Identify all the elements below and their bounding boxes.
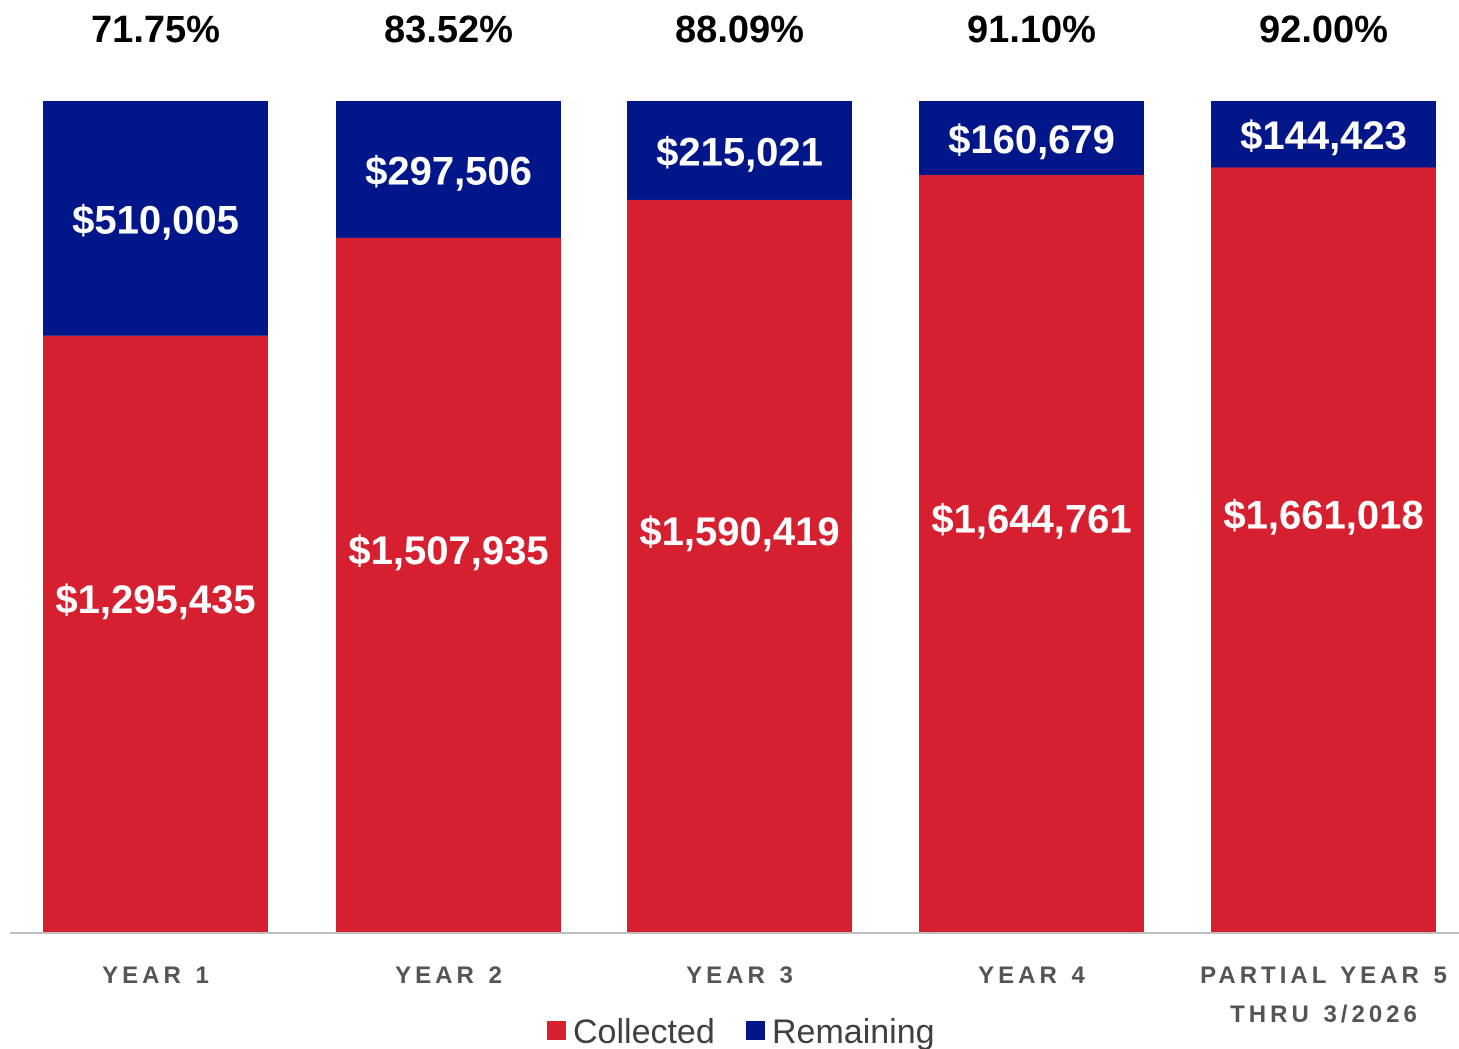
percent-label-1: 71.75% <box>91 9 220 51</box>
x-tick-label-1: YEAR 1 <box>102 962 213 989</box>
percent-label-5: 92.00% <box>1259 9 1388 51</box>
bars-layer <box>43 101 1436 933</box>
legend-label-collected: Collected <box>573 1013 715 1049</box>
legend-swatch-remaining <box>746 1021 765 1040</box>
x-tick-label-3: YEAR 3 <box>686 962 797 989</box>
bar-collected-5 <box>1211 167 1436 932</box>
bar-collected-3 <box>627 199 852 932</box>
labels-layer: $1,295,435 $510,005 71.75% YEAR 1 $1,507,935… <box>55 9 1451 1028</box>
x-tick-label-4: YEAR 4 <box>978 962 1089 989</box>
percent-label-4: 91.10% <box>967 9 1096 51</box>
x-tick-label-5-line-1: PARTIAL YEAR 5 <box>1200 962 1451 989</box>
data-label-collected-1: $1,295,435 <box>55 578 255 622</box>
bar-collected-1 <box>43 335 268 932</box>
percent-label-2: 83.52% <box>384 9 513 51</box>
legend-label-remaining: Remaining <box>772 1013 935 1049</box>
bar-remaining-5 <box>1211 101 1436 168</box>
data-label-collected-5: $1,661,018 <box>1223 494 1423 538</box>
data-label-remaining-4: $160,679 <box>948 118 1115 162</box>
data-label-collected-4: $1,644,761 <box>931 497 1131 541</box>
bar-remaining-1 <box>43 101 268 336</box>
bar-remaining-4 <box>919 101 1144 175</box>
percent-label-3: 88.09% <box>675 9 804 51</box>
x-tick-label-2: YEAR 2 <box>395 962 506 989</box>
data-label-remaining-5: $144,423 <box>1240 114 1407 158</box>
x-tick-label-5-line-2: THRU 3/2026 <box>1230 1001 1421 1028</box>
data-label-collected-2: $1,507,935 <box>348 529 548 573</box>
legend: Collected Remaining <box>547 1013 935 1049</box>
legend-swatch-collected <box>547 1021 566 1040</box>
data-label-collected-3: $1,590,419 <box>639 510 839 554</box>
data-label-remaining-2: $297,506 <box>365 149 532 193</box>
data-label-remaining-3: $215,021 <box>656 130 823 174</box>
bar-collected-4 <box>919 174 1144 933</box>
bar-collected-2 <box>336 237 561 932</box>
bar-remaining-3 <box>627 101 852 200</box>
data-label-remaining-1: $510,005 <box>72 198 239 242</box>
bar-remaining-2 <box>336 101 561 238</box>
